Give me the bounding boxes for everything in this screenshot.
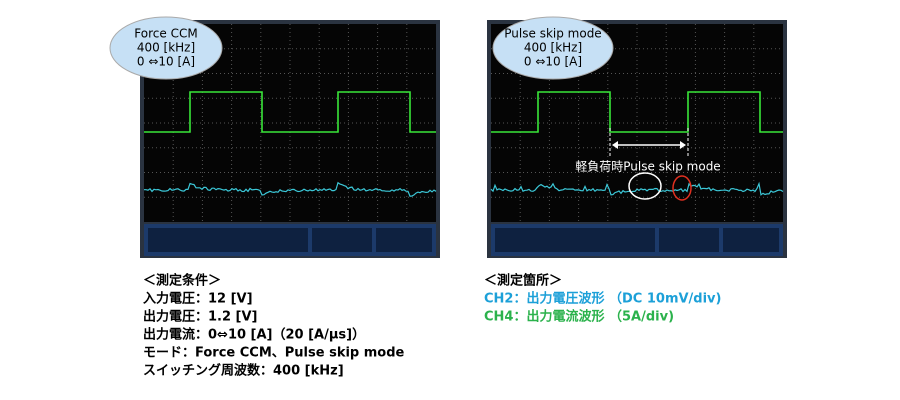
measurement: CH2：出力電圧波形 （DC 10mV/div): [484, 291, 721, 307]
bubble-text: 400 [kHz]: [137, 41, 195, 55]
measurement: CH4：出力電流波形 （5A/div): [484, 309, 674, 325]
highlight: [628, 172, 662, 200]
current-wave: [144, 91, 436, 133]
voltage-wave: [144, 181, 437, 197]
condition: スイッチング周波数：400 [kHz]: [143, 363, 344, 379]
annotation-markers: [609, 128, 692, 201]
bubble: [492, 16, 614, 80]
highlight: [672, 175, 692, 201]
heading: ＜測定箇所＞: [484, 273, 562, 289]
current-wave: [491, 91, 783, 133]
bubble-text: Pulse skip mode: [504, 27, 601, 41]
readout-box: [723, 228, 779, 252]
condition: モード：Force CCM、Pulse skip mode: [143, 346, 405, 361]
bubble-text: Force CCM: [134, 27, 197, 41]
condition: 入力電圧：12 [V]: [143, 291, 253, 307]
condition: 出力電流：0⇔10 [A]（20 [A/μs]）: [143, 327, 365, 343]
readout-box: [148, 228, 308, 252]
readout-box: [376, 228, 432, 252]
condition: 出力電圧：1.2 [V]: [143, 309, 258, 325]
bubble: [109, 16, 223, 80]
heading: ＜測定条件＞: [143, 273, 221, 289]
bubble-text: 400 [kHz]: [524, 41, 582, 55]
bubble-text: 0 ⇔10 [A]: [137, 55, 195, 69]
bubble-text: 0 ⇔10 [A]: [524, 55, 582, 69]
annotation: 軽負荷時Pulse skip mode: [575, 160, 720, 174]
readout-box: [495, 228, 655, 252]
readout-box: [312, 228, 372, 252]
readout-box: [659, 228, 719, 252]
voltage-wave: [490, 181, 784, 196]
oscilloscope-right: [487, 20, 787, 258]
